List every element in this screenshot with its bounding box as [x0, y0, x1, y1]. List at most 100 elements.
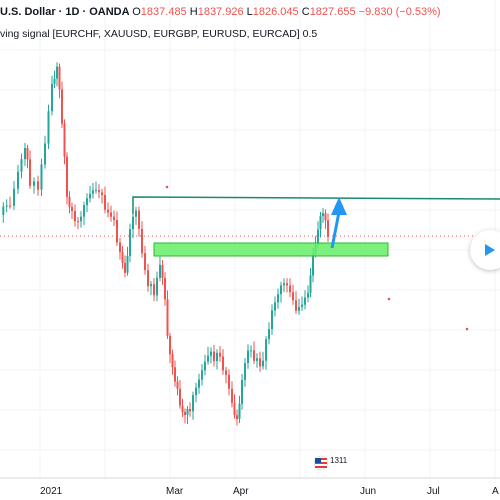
- candle: [179, 380, 181, 409]
- candle: [56, 62, 58, 87]
- candle: [17, 164, 19, 194]
- candle: [86, 193, 88, 212]
- change-value: −9.830 (−0.53%): [358, 6, 441, 18]
- candle: [119, 237, 121, 260]
- candle: [253, 341, 255, 364]
- indicator-legend[interactable]: ving signal [EURCHF, XAUUSD, EURGBP, EUR…: [0, 28, 317, 40]
- time-label: Jun: [360, 486, 376, 497]
- candle: [259, 351, 261, 372]
- candle: [274, 296, 276, 317]
- candle: [236, 409, 238, 426]
- candle: [156, 271, 158, 302]
- time-label: 2021: [40, 486, 63, 497]
- time-label: Apr: [233, 486, 249, 497]
- candle: [5, 199, 8, 213]
- candle: [2, 202, 5, 223]
- candle: [135, 206, 137, 225]
- marker-dot: [387, 297, 391, 301]
- support-zone[interactable]: [153, 242, 389, 257]
- candle: [307, 285, 309, 303]
- candle: [153, 278, 155, 302]
- candle: [144, 245, 146, 275]
- candle: [63, 119, 66, 165]
- candle: [238, 395, 241, 424]
- candle: [198, 373, 200, 394]
- time-label: A: [492, 486, 499, 497]
- candle: [219, 346, 221, 362]
- candle: [327, 213, 329, 242]
- candle: [126, 246, 129, 276]
- candle: [265, 336, 267, 370]
- candle: [24, 143, 26, 167]
- candle: [283, 278, 285, 293]
- candle: [26, 144, 29, 169]
- time-label: Mar: [166, 486, 184, 497]
- candle: [244, 358, 246, 387]
- candle: [225, 366, 227, 384]
- candle: [129, 223, 131, 263]
- candle: [40, 158, 43, 196]
- candle: [250, 345, 252, 358]
- candle: [104, 186, 106, 214]
- resistance-line[interactable]: [132, 196, 500, 214]
- candle: [324, 209, 327, 229]
- high-value: 1837.926: [197, 6, 244, 18]
- candle: [241, 373, 243, 410]
- up-arrow-drawing[interactable]: [330, 197, 347, 249]
- scroll-to-realtime-button[interactable]: [470, 230, 500, 270]
- candle: [233, 394, 236, 419]
- candle: [271, 304, 273, 335]
- candle: [161, 260, 164, 285]
- candle: [29, 150, 31, 189]
- candle: [150, 281, 152, 296]
- candle: [289, 278, 291, 298]
- candle: [113, 210, 115, 226]
- open-value: 1837.485: [140, 6, 187, 18]
- candle: [66, 152, 68, 205]
- chart-grid: [0, 0, 500, 478]
- candle: [301, 296, 303, 311]
- candle: [80, 211, 82, 228]
- candle: [186, 406, 189, 424]
- indicator-label: ving signal [EURCHF, XAUUSD, EURGBP, EUR…: [0, 28, 318, 40]
- candle: [319, 212, 322, 238]
- candle: [107, 202, 109, 218]
- event-badge-label: 1311: [330, 456, 348, 465]
- candle: [176, 376, 179, 396]
- candle: [95, 181, 97, 194]
- candle: [138, 206, 140, 237]
- candle: [92, 182, 94, 199]
- candle: [181, 398, 184, 417]
- candle: [132, 213, 134, 239]
- candle: [164, 272, 166, 306]
- candle: [53, 70, 56, 88]
- marker-dot: [465, 327, 469, 331]
- candle: [304, 290, 306, 310]
- candle: [222, 349, 224, 375]
- marker-dot: [165, 185, 169, 189]
- candle: [9, 196, 11, 209]
- candle: [207, 346, 209, 365]
- candle: [89, 185, 91, 203]
- candle: [231, 381, 233, 408]
- open-label: O: [132, 6, 141, 18]
- candle: [51, 75, 53, 116]
- time-axis[interactable]: 2021 Mar Apr Jun Jul A: [0, 477, 500, 497]
- close-value: 1827.655: [309, 6, 356, 18]
- symbol-legend[interactable]: U.S. Dollar · 1D · OANDA O1837.485 H1837…: [0, 6, 441, 18]
- candle: [309, 268, 312, 298]
- candle: [262, 351, 264, 370]
- us-flag-icon[interactable]: [313, 455, 345, 471]
- candle: [147, 263, 149, 292]
- candle: [247, 344, 249, 369]
- candle: [189, 402, 191, 417]
- symbol-title: U.S. Dollar · 1D · OANDA: [0, 6, 130, 18]
- candle: [20, 153, 23, 179]
- candle: [322, 208, 324, 223]
- candle: [141, 221, 143, 258]
- low-label: L: [246, 6, 253, 18]
- candle: [98, 184, 100, 199]
- candle: [61, 81, 63, 128]
